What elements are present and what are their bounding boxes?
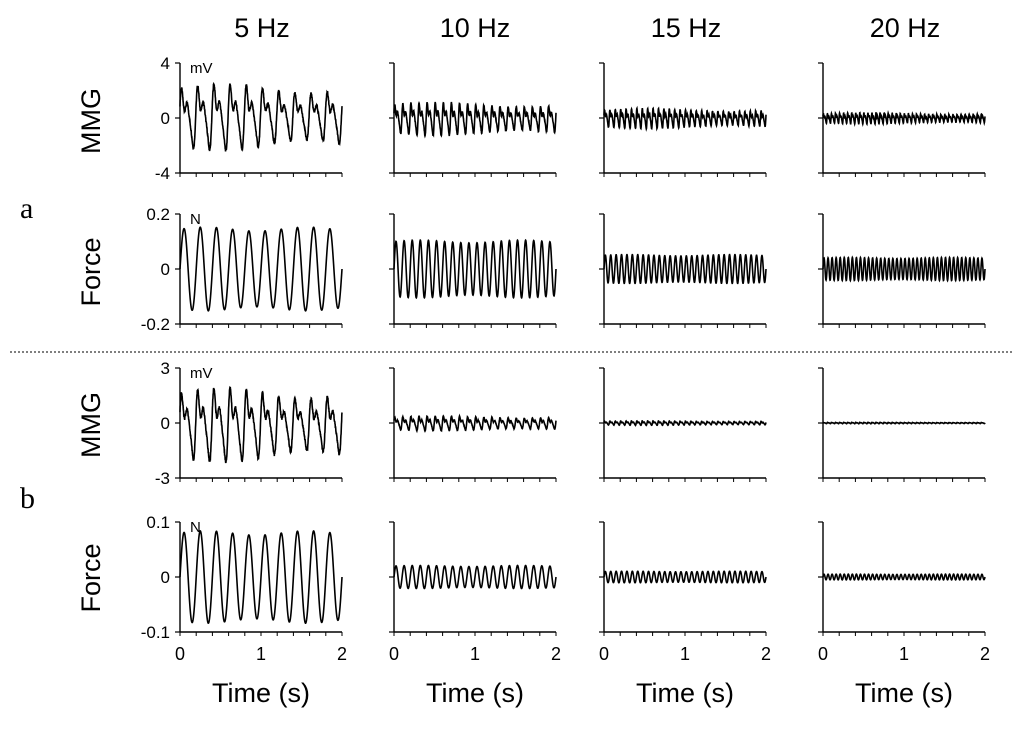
y-tick-label: -4: [155, 164, 170, 183]
x-tick-label: 0: [599, 644, 609, 664]
x-axis-title: Time (s): [426, 678, 524, 708]
force-trace-10hz: [393, 564, 557, 590]
subplot-row3-col1: 0 1 2 Time (s): [389, 521, 561, 708]
subplot-row2-col0: 3 0 -3 mV: [155, 359, 343, 488]
panel-label-b: b: [20, 482, 35, 515]
y-tick-label: 0: [161, 568, 170, 587]
y-tick-label: 0: [161, 260, 170, 279]
force-trace-10hz: [393, 238, 557, 300]
mmg-trace-20hz: [822, 109, 986, 127]
force-trace-20hz: [822, 255, 986, 283]
x-tick-label: 1: [899, 644, 909, 664]
column-titles: 5 Hz 10 Hz 15 Hz 20 Hz: [234, 13, 940, 43]
subplot-row1-col3: [818, 213, 986, 328]
row-label-force-b: Force: [76, 543, 106, 612]
x-tick-label: 2: [551, 644, 561, 664]
mmg-trace-5hz: [179, 81, 343, 153]
x-tick-label: 2: [337, 644, 347, 664]
force-trace-5hz: [179, 530, 343, 624]
x-tick-label: 0: [389, 644, 399, 664]
force-trace-5hz: [179, 226, 343, 312]
panel-label-a: a: [20, 192, 33, 225]
subplot-row3-col0: 0.1 0 -0.1 N 0 1 2 Time (s): [141, 513, 347, 708]
force-trace-20hz: [822, 573, 986, 581]
subplot-row0-col3: [818, 62, 986, 177]
x-tick-label: 1: [470, 644, 480, 664]
plot-grid: 4 0 -4 mV 0.2 0 -0.2 N 3 0 -3 mV 0.1 0 -0.1 N 0 1 2 Time (s…: [141, 54, 990, 708]
y-tick-label: -3: [155, 469, 170, 488]
force-trace-15hz: [603, 253, 767, 285]
subplot-row0-col0: 4 0 -4 mV: [155, 54, 343, 183]
subplot-row1-col0: 0.2 0 -0.2 N: [141, 205, 343, 334]
x-tick-label: 0: [818, 644, 828, 664]
y-unit-label: mV: [190, 60, 213, 77]
column-title-15hz: 15 Hz: [651, 13, 722, 43]
subplot-row0-col2: [599, 62, 767, 177]
mmg-trace-15hz: [603, 419, 767, 427]
subplot-row2-col3: [818, 367, 986, 482]
column-title-20hz: 20 Hz: [870, 13, 941, 43]
x-tick-label: 1: [256, 644, 266, 664]
subplot-row3-col2: 0 1 2 Time (s): [599, 521, 771, 708]
x-axis-title: Time (s): [855, 678, 953, 708]
mmg-trace-20hz: [822, 421, 986, 425]
y-unit-label: N: [190, 211, 201, 228]
row-label-force-a: Force: [76, 237, 106, 306]
force-trace-15hz: [603, 570, 767, 584]
row-labels: MMG Force MMG Force: [76, 88, 106, 613]
y-tick-label: -0.1: [141, 623, 170, 642]
subplot-row1-col1: [389, 213, 557, 328]
subplot-row3-col3: 0 1 2 Time (s): [818, 521, 990, 708]
subplot-row2-col2: [599, 367, 767, 482]
x-axis-title: Time (s): [212, 678, 310, 708]
row-label-mmg-a: MMG: [76, 88, 106, 154]
mmg-trace-10hz: [393, 100, 557, 139]
x-tick-label: 2: [761, 644, 771, 664]
mmg-trace-10hz: [393, 413, 557, 434]
x-tick-label: 1: [680, 644, 690, 664]
y-tick-label: 0: [161, 414, 170, 433]
column-title-10hz: 10 Hz: [440, 13, 511, 43]
column-title-5hz: 5 Hz: [234, 13, 290, 43]
mmg-trace-5hz: [179, 385, 343, 464]
mmg-trace-15hz: [603, 105, 767, 132]
row-label-mmg-b: MMG: [76, 392, 106, 458]
y-tick-label: 0.1: [146, 513, 170, 532]
x-axis-title: Time (s): [636, 678, 734, 708]
y-unit-label: N: [190, 519, 201, 536]
subplot-row1-col2: [599, 213, 767, 328]
y-tick-label: 3: [161, 359, 170, 378]
subplot-row0-col1: [389, 62, 557, 177]
y-tick-label: -0.2: [141, 315, 170, 334]
y-tick-label: 4: [161, 54, 170, 73]
y-tick-label: 0.2: [146, 205, 170, 224]
y-tick-label: 0: [161, 109, 170, 128]
x-tick-label: 0: [175, 644, 185, 664]
subplot-row2-col1: [389, 367, 557, 482]
x-tick-label: 2: [980, 644, 990, 664]
y-unit-label: mV: [190, 365, 213, 382]
